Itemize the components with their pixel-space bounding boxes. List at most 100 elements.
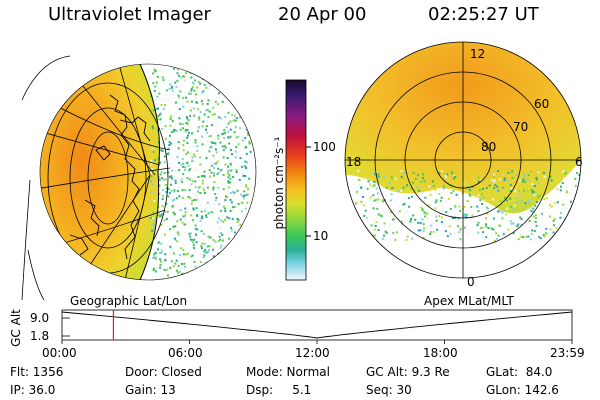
- noise-pixel: [150, 179, 153, 181]
- noise-pixel: [186, 162, 189, 164]
- noise-pixel: [242, 69, 245, 72]
- noise-pixel: [481, 206, 484, 209]
- noise-pixel: [161, 205, 164, 208]
- noise-pixel: [421, 207, 424, 210]
- noise-pixel: [229, 192, 232, 195]
- noise-pixel: [241, 137, 244, 139]
- noise-pixel: [154, 256, 157, 259]
- noise-pixel: [171, 169, 174, 172]
- noise-pixel: [354, 228, 357, 231]
- noise-pixel: [212, 186, 215, 189]
- noise-pixel: [158, 215, 161, 218]
- noise-pixel: [160, 98, 163, 101]
- noise-pixel: [232, 206, 235, 209]
- noise-pixel: [212, 203, 215, 205]
- noise-pixel: [182, 215, 185, 218]
- noise-pixel: [198, 116, 201, 119]
- noise-pixel: [188, 69, 191, 72]
- noise-pixel: [479, 199, 482, 202]
- noise-pixel: [165, 217, 168, 220]
- colorbar-label-high: 100: [313, 140, 336, 154]
- noise-pixel: [463, 215, 466, 218]
- noise-pixel: [247, 134, 250, 137]
- noise-pixel: [219, 83, 222, 86]
- noise-pixel: [366, 187, 369, 190]
- noise-pixel: [207, 99, 210, 102]
- noise-pixel: [530, 170, 532, 173]
- noise-pixel: [180, 163, 183, 166]
- noise-pixel: [176, 80, 179, 82]
- timeline-ytick-low: 1.8: [30, 329, 50, 343]
- noise-pixel: [382, 209, 384, 212]
- noise-pixel: [363, 204, 366, 207]
- noise-pixel: [163, 172, 166, 174]
- noise-pixel: [177, 233, 180, 236]
- noise-pixel: [179, 128, 182, 131]
- noise-pixel: [563, 226, 566, 229]
- noise-pixel: [188, 235, 191, 238]
- noise-pixel: [222, 188, 225, 191]
- noise-pixel: [228, 177, 231, 180]
- noise-pixel: [355, 220, 358, 222]
- noise-pixel: [160, 260, 162, 263]
- noise-pixel: [214, 100, 217, 103]
- noise-pixel: [212, 239, 215, 241]
- noise-pixel: [200, 205, 203, 208]
- noise-pixel: [557, 201, 559, 204]
- noise-pixel: [209, 202, 212, 205]
- noise-pixel: [410, 195, 413, 198]
- noise-pixel: [178, 270, 181, 273]
- altitude-curve: [61, 311, 573, 339]
- noise-pixel: [465, 213, 468, 216]
- noise-pixel: [355, 201, 358, 204]
- noise-pixel: [200, 75, 203, 78]
- noise-pixel: [152, 82, 155, 85]
- noise-pixel: [196, 90, 199, 92]
- noise-pixel: [184, 218, 187, 221]
- noise-pixel: [211, 276, 214, 278]
- noise-pixel: [365, 218, 368, 220]
- noise-pixel: [245, 128, 248, 131]
- noise-pixel: [200, 247, 203, 250]
- noise-pixel: [170, 190, 173, 192]
- noise-pixel: [522, 178, 525, 181]
- noise-pixel: [525, 174, 528, 177]
- noise-pixel: [244, 184, 247, 187]
- noise-pixel: [217, 103, 220, 106]
- noise-pixel: [242, 71, 245, 74]
- noise-pixel: [245, 185, 248, 188]
- noise-pixel: [534, 238, 537, 241]
- noise-pixel: [162, 178, 165, 181]
- noise-pixel: [162, 214, 165, 217]
- noise-pixel: [164, 233, 166, 236]
- noise-pixel: [223, 144, 226, 147]
- noise-pixel: [229, 162, 232, 165]
- noise-pixel: [372, 171, 375, 174]
- noise-pixel: [156, 95, 159, 98]
- noise-pixel: [174, 262, 177, 265]
- noise-pixel: [223, 137, 226, 140]
- noise-pixel: [168, 134, 171, 137]
- noise-pixel: [373, 234, 376, 237]
- timeline-xtick-4: 23:59: [550, 346, 585, 360]
- noise-pixel: [228, 136, 231, 139]
- noise-pixel: [465, 216, 467, 219]
- noise-pixel: [533, 193, 536, 196]
- noise-pixel: [179, 253, 181, 256]
- noise-pixel: [182, 123, 185, 126]
- noise-pixel: [194, 93, 197, 96]
- noise-pixel: [477, 210, 480, 212]
- noise-pixel: [454, 204, 457, 207]
- noise-pixel: [168, 144, 171, 146]
- noise-pixel: [172, 225, 175, 228]
- noise-pixel: [204, 275, 207, 278]
- noise-pixel: [234, 156, 237, 159]
- noise-pixel: [210, 164, 213, 167]
- noise-pixel: [397, 205, 400, 208]
- header-date: 20 Apr 00: [278, 4, 367, 25]
- noise-pixel: [520, 223, 523, 226]
- noise-pixel: [151, 229, 154, 232]
- noise-pixel: [172, 252, 175, 255]
- noise-pixel: [455, 193, 458, 196]
- noise-pixel: [178, 268, 181, 271]
